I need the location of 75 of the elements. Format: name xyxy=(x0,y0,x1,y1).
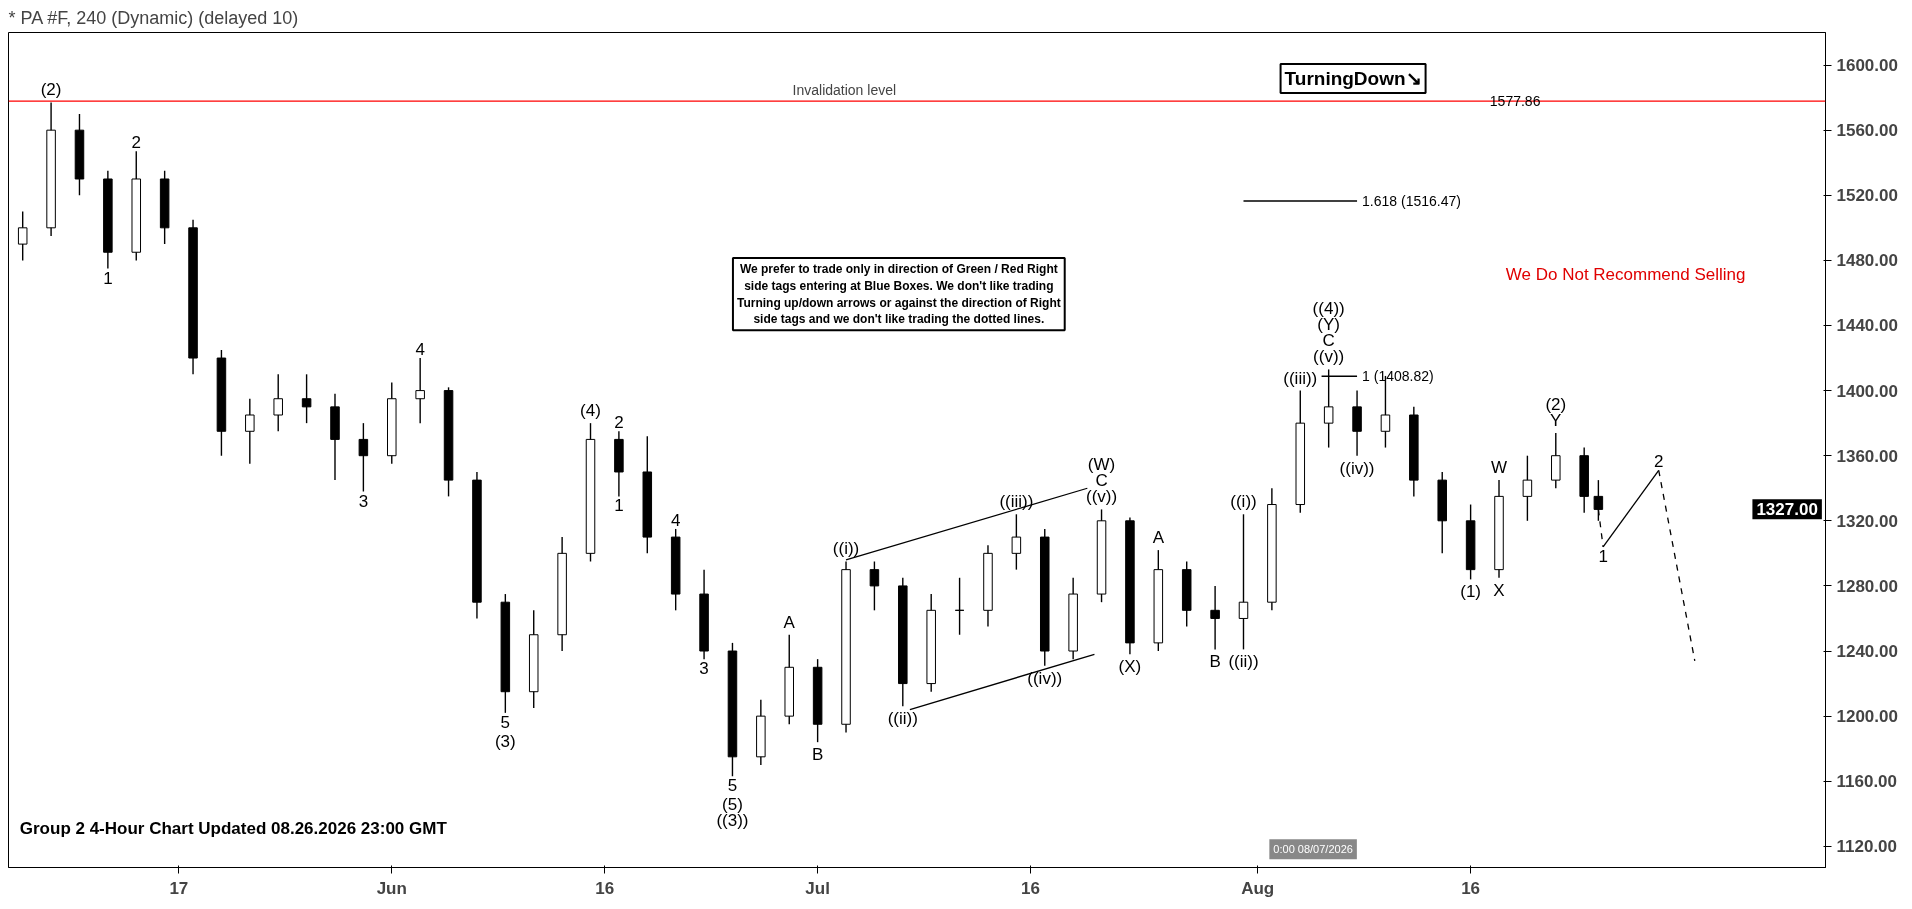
annotation: (X) xyxy=(1118,657,1142,677)
annotation: (4) xyxy=(580,401,601,421)
annotation: 0:00 08/07/2026 xyxy=(1273,843,1353,856)
x-tick-label: Aug xyxy=(1241,878,1275,898)
annotation: 5 xyxy=(500,712,511,732)
annotation: ((iii)) xyxy=(1283,368,1318,388)
x-tick-label: 16 xyxy=(1461,878,1481,898)
annotation: 4 xyxy=(670,510,681,530)
annotation: 1 (1408.82) xyxy=(1362,368,1434,385)
candlestick xyxy=(301,373,312,424)
annotation: 1.618 (1516.47) xyxy=(1362,193,1461,210)
y-tick-label: 1520.00 xyxy=(1836,186,1898,206)
annotation: 1 xyxy=(103,268,113,288)
annotation: A xyxy=(783,612,796,632)
annotation: (3) xyxy=(494,731,516,751)
y-tick-label: 1480.00 xyxy=(1836,251,1898,271)
annotation: 5 xyxy=(727,776,738,796)
annotation: (5) xyxy=(722,795,743,815)
annotation: ((iv)) xyxy=(1027,668,1063,688)
annotation: 1327.00 xyxy=(1756,500,1818,520)
annotation: ((ii)) xyxy=(1228,652,1259,672)
annotation: B xyxy=(811,745,824,765)
annotation: A xyxy=(1152,528,1165,548)
candlestick xyxy=(17,210,28,262)
candlestick xyxy=(869,560,880,612)
annotation: (2) xyxy=(1545,394,1567,414)
y-tick-label: 1400.00 xyxy=(1836,381,1898,401)
x-tick-label: 16 xyxy=(595,878,615,898)
candlestick xyxy=(358,422,369,493)
candlestick xyxy=(1011,513,1022,571)
candlestick xyxy=(1522,455,1533,522)
annotation: (2) xyxy=(40,80,62,100)
annotation: 1 xyxy=(1598,546,1608,566)
annotation: X xyxy=(1493,580,1505,600)
annotation: 2 xyxy=(1653,452,1664,472)
x-tick-label: Jul xyxy=(805,878,830,898)
annotation: ((iv)) xyxy=(1339,458,1375,478)
y-tick-label: 1200.00 xyxy=(1836,707,1898,727)
annotation: ((iii)) xyxy=(999,492,1034,512)
y-tick-label: 1440.00 xyxy=(1836,316,1898,336)
annotation: ((ii)) xyxy=(887,709,918,729)
x-tick-label: 16 xyxy=(1021,878,1041,898)
annotation: We prefer to trade only in direction of Green / Red Right side tags entering at Blue Boxes. We don't like trading Turning up/down arrows or against the direction of Right side tags and we don't like trading the dotted lines. xyxy=(736,261,1061,327)
candlestick xyxy=(245,398,255,465)
annotation: ((i)) xyxy=(1230,492,1257,512)
y-tick-label: 1160.00 xyxy=(1836,772,1898,792)
annotation: B xyxy=(1209,652,1221,672)
y-tick-label: 1360.00 xyxy=(1836,446,1898,466)
y-tick-label: 1560.00 xyxy=(1836,121,1898,141)
annotation: ((i)) xyxy=(832,539,860,559)
candlestick xyxy=(1210,585,1220,651)
candlestick xyxy=(415,357,425,424)
annotation: 1 xyxy=(614,496,624,516)
annotation: 4 xyxy=(415,340,425,360)
x-tick-label: 17 xyxy=(169,878,189,898)
annotation: 2 xyxy=(614,413,624,433)
y-tick-label: 1280.00 xyxy=(1836,576,1898,596)
annotation: ((4)) xyxy=(1312,299,1345,319)
annotation: W xyxy=(1490,458,1508,478)
annotation: Group 2 4-Hour Chart Updated 08.26.2026 23:00 GMT xyxy=(19,819,448,839)
y-tick-label: 1120.00 xyxy=(1836,837,1898,857)
ref-line-label: Invalidation level xyxy=(792,82,897,99)
x-tick-label: Jun xyxy=(376,878,407,898)
y-tick-label: 1320.00 xyxy=(1836,511,1898,531)
y-tick-label: 1240.00 xyxy=(1836,642,1898,662)
annotation: 3 xyxy=(358,491,369,511)
annotation: 3 xyxy=(699,659,709,679)
candlestick xyxy=(273,373,283,432)
y-tick-label: 1600.00 xyxy=(1836,56,1898,76)
annotation: (1) xyxy=(1460,582,1482,602)
annotation: TurningDown↘ xyxy=(1284,67,1422,89)
annotation: We Do Not Recommend Selling xyxy=(1505,265,1746,285)
candlestick xyxy=(1238,513,1249,651)
annotation: 2 xyxy=(131,133,141,153)
chart-title: * PA #F, 240 (Dynamic) (delayed 10) xyxy=(8,7,299,28)
